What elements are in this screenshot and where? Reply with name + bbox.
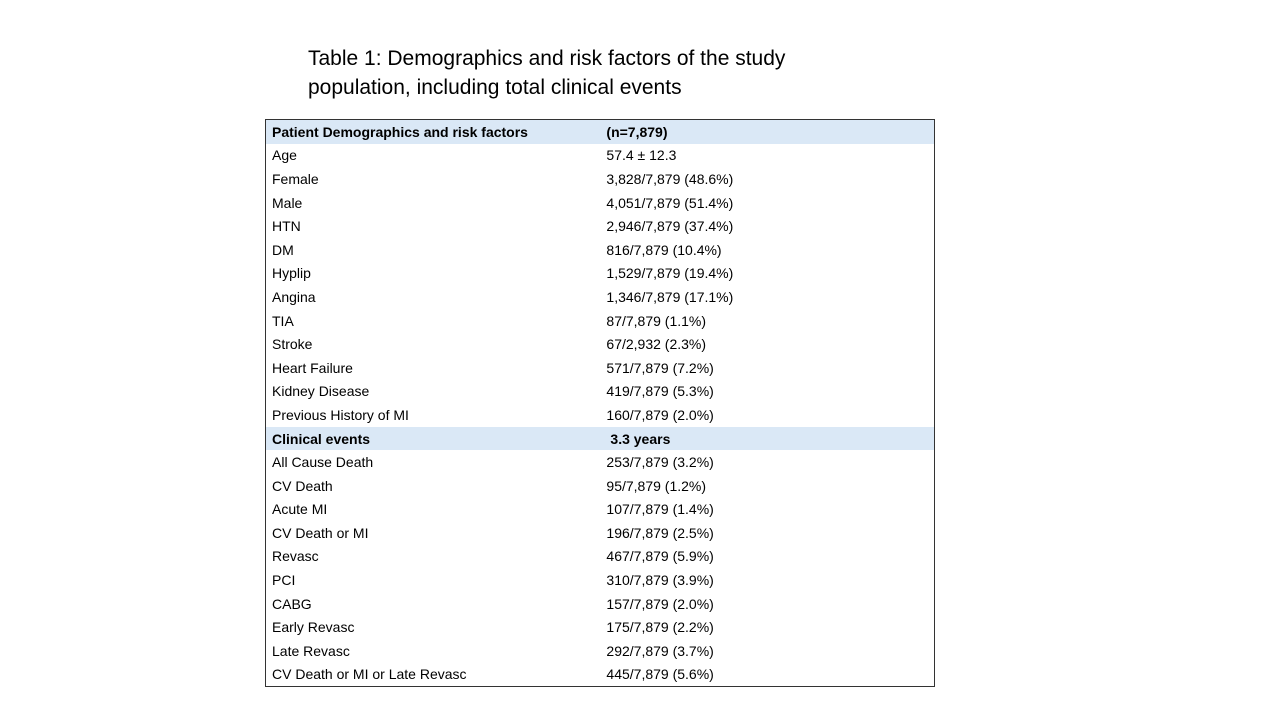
row-value: 1,346/7,879 (17.1%) xyxy=(606,288,734,305)
row-value: 310/7,879 (3.9%) xyxy=(606,572,714,589)
row-value: 87/7,879 (1.1%) xyxy=(606,312,707,329)
row-label: Female xyxy=(272,170,319,187)
table-row: Early Revasc 175/7,879 (2.2%) xyxy=(266,615,935,639)
table-row: Angina 1,346/7,879 (17.1%) xyxy=(266,285,935,309)
row-label: DM xyxy=(272,241,294,258)
table-row: CV Death or MI or Late Revasc 445/7,879 (… xyxy=(266,663,935,687)
row-value: 467/7,879 (5.9%) xyxy=(606,548,714,565)
row-value: 196/7,879 (2.5%) xyxy=(606,524,714,541)
row-value: 816/7,879 (10.4%) xyxy=(606,241,722,258)
row-value: 175/7,879 (2.2%) xyxy=(606,619,714,636)
demographics-table: Patient Demographics and risk factors (n… xyxy=(265,119,935,688)
clinical-events-header-label: Clinical events xyxy=(265,426,601,451)
row-label: Previous History of MI xyxy=(272,406,409,423)
table-row: Female 3,828/7,879 (48.6%) xyxy=(266,167,935,191)
row-label: Heart Failure xyxy=(272,359,353,376)
row-value: 2,946/7,879 (37.4%) xyxy=(606,218,734,235)
table-row: DM 816/7,879 (10.4%) xyxy=(266,238,935,262)
row-value: 253/7,879 (3.2%) xyxy=(606,454,714,471)
row-label: Late Revasc xyxy=(272,642,350,659)
title-line-1: Table 1: Demographics and risk factors o… xyxy=(308,47,786,70)
row-label: Stroke xyxy=(272,336,313,353)
table-row: Male 4,051/7,879 (51.4%) xyxy=(266,191,935,215)
row-value: 160/7,879 (2.0%) xyxy=(606,406,714,423)
row-label: Angina xyxy=(272,288,316,305)
row-label: CV Death or MI xyxy=(272,524,369,541)
table-row: TIA 87/7,879 (1.1%) xyxy=(266,309,935,333)
row-label: Age xyxy=(272,147,297,164)
clinical-events-header-value: 3.3 years xyxy=(600,426,935,451)
table-row: CABG 157/7,879 (2.0%) xyxy=(266,592,935,616)
row-label: Hyplip xyxy=(272,265,311,282)
table-row: HTN 2,946/7,879 (37.4%) xyxy=(266,214,935,238)
row-label: Acute MI xyxy=(272,501,328,518)
row-value: 1,529/7,879 (19.4%) xyxy=(606,265,734,282)
row-value: 157/7,879 (2.0%) xyxy=(606,595,714,612)
table-row: Previous History of MI 160/7,879 (2.0%) xyxy=(266,403,935,427)
row-label: All Cause Death xyxy=(272,454,374,471)
table-row: PCI 310/7,879 (3.9%) xyxy=(266,568,935,592)
clinical-events-header-row: Clinical events 3.3 years xyxy=(265,426,935,451)
row-value: 3,828/7,879 (48.6%) xyxy=(606,170,734,187)
table-body: Patient Demographics and risk factors (n… xyxy=(265,119,935,687)
table-row: All Cause Death 253/7,879 (3.2%) xyxy=(266,450,935,474)
row-label: Revasc xyxy=(272,548,319,565)
page-title: Table 1: Demographics and risk factors o… xyxy=(308,44,908,102)
demographics-header-row: Patient Demographics and risk factors (n… xyxy=(265,119,935,144)
table-row: Stroke 67/2,932 (2.3%) xyxy=(266,332,935,356)
row-label: HTN xyxy=(272,218,301,235)
table-row: CV Death or MI 196/7,879 (2.5%) xyxy=(266,521,935,545)
row-label: PCI xyxy=(272,572,296,589)
row-value: 445/7,879 (5.6%) xyxy=(606,666,714,683)
row-value: 419/7,879 (5.3%) xyxy=(606,383,714,400)
row-value: 4,051/7,879 (51.4%) xyxy=(606,194,734,211)
row-label: Male xyxy=(272,194,303,211)
table-row: Age 57.4 ± 12.3 xyxy=(266,144,935,168)
table-row: Kidney Disease 419/7,879 (5.3%) xyxy=(266,380,935,404)
row-label: CV Death xyxy=(272,477,333,494)
row-label: Kidney Disease xyxy=(272,383,370,400)
row-label: TIA xyxy=(272,312,294,329)
row-label: Early Revasc xyxy=(272,619,355,636)
table-row: Revasc 467/7,879 (5.9%) xyxy=(266,545,935,569)
row-label: CV Death or MI or Late Revasc xyxy=(272,666,467,683)
row-value: 292/7,879 (3.7%) xyxy=(606,642,714,659)
table-row: Late Revasc 292/7,879 (3.7%) xyxy=(266,639,935,663)
row-value: 107/7,879 (1.4%) xyxy=(606,501,714,518)
demographics-header-value: (n=7,879) xyxy=(600,119,935,144)
table-row: Acute MI 107/7,879 (1.4%) xyxy=(266,498,935,522)
table-row: Hyplip 1,529/7,879 (19.4%) xyxy=(266,262,935,286)
table-row: CV Death 95/7,879 (1.2%) xyxy=(266,474,935,498)
title-line-2: population, including total clinical eve… xyxy=(308,76,682,99)
demographics-header-label: Patient Demographics and risk factors xyxy=(265,119,601,144)
row-value: 67/2,932 (2.3%) xyxy=(606,336,707,353)
row-value: 57.4 ± 12.3 xyxy=(606,147,677,164)
row-value: 95/7,879 (1.2%) xyxy=(606,477,707,494)
row-value: 571/7,879 (7.2%) xyxy=(606,359,714,376)
row-label: CABG xyxy=(272,595,312,612)
table-row: Heart Failure 571/7,879 (7.2%) xyxy=(266,356,935,380)
